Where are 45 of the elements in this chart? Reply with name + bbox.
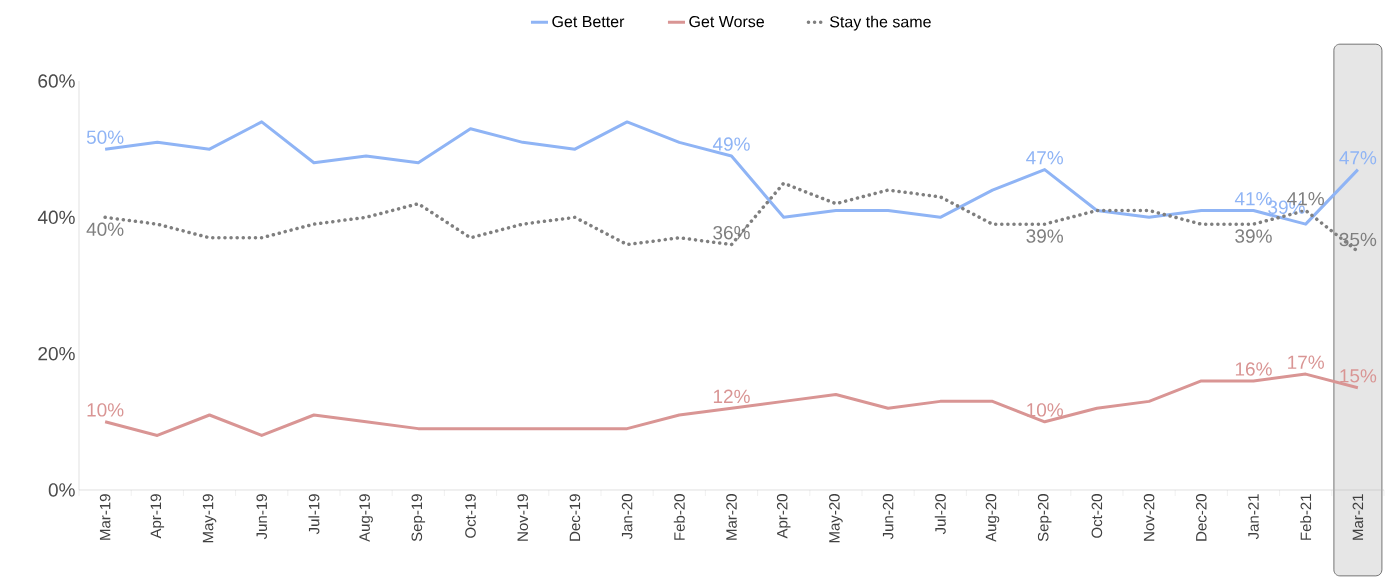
x-tick-label: Apr-20 bbox=[776, 494, 791, 539]
x-tick-label: Aug-19 bbox=[359, 494, 373, 542]
data-label: 50% bbox=[86, 130, 124, 144]
x-tick-label: Feb-20 bbox=[673, 494, 685, 540]
x-tick-label: Jun-19 bbox=[256, 494, 268, 540]
legend-label: Get Worse bbox=[689, 15, 764, 28]
x-tick-label: Mar-20 bbox=[726, 494, 737, 540]
data-label: 39% bbox=[1026, 229, 1064, 243]
x-tick-label: Apr-19 bbox=[150, 494, 165, 539]
data-label: 10% bbox=[87, 403, 124, 417]
data-label: 40% bbox=[86, 222, 124, 236]
x-tick-label: Nov-20 bbox=[1143, 494, 1155, 541]
legend-label: Stay the same bbox=[829, 15, 931, 31]
y-tick-label: 0% bbox=[48, 483, 75, 497]
data-label: 17% bbox=[1288, 355, 1325, 369]
x-tick-label: Jun-20 bbox=[882, 494, 894, 540]
y-tick-label: 20% bbox=[38, 346, 75, 361]
data-label: 36% bbox=[713, 225, 750, 240]
legend-label: Get Better bbox=[552, 15, 625, 28]
x-tick-label: Sep-19 bbox=[411, 494, 426, 542]
data-label: 15% bbox=[1340, 369, 1377, 383]
data-label: 47% bbox=[1339, 151, 1377, 165]
y-tick-label: 40% bbox=[37, 210, 75, 225]
x-tick-label: May-20 bbox=[829, 494, 843, 543]
x-tick-label: Jan-20 bbox=[621, 494, 633, 540]
x-tick-label: Sep-20 bbox=[1037, 494, 1052, 542]
x-tick-label: Oct-19 bbox=[465, 494, 476, 538]
data-label: 16% bbox=[1235, 362, 1272, 376]
x-tick-label: Mar-21 bbox=[1352, 494, 1364, 540]
data-label: 49% bbox=[712, 137, 750, 151]
data-label: 12% bbox=[713, 389, 750, 403]
x-tick-label: Mar-19 bbox=[99, 494, 111, 540]
data-label: 39% bbox=[1235, 229, 1272, 243]
data-label: 47% bbox=[1026, 151, 1064, 165]
x-tick-label: Jul-19 bbox=[308, 494, 320, 535]
x-tick-label: Nov-19 bbox=[517, 494, 528, 541]
x-tick-label: Dec-19 bbox=[569, 494, 581, 541]
x-tick-label: Jul-20 bbox=[934, 494, 946, 535]
x-tick-label: Feb-21 bbox=[1300, 494, 1312, 540]
x-tick-label: Oct-20 bbox=[1091, 494, 1103, 538]
x-tick-label: Aug-20 bbox=[985, 494, 1000, 542]
x-tick-label: Dec-20 bbox=[1195, 494, 1207, 541]
x-tick-label: May-19 bbox=[202, 494, 217, 543]
x-tick-label: Jan-21 bbox=[1248, 494, 1259, 540]
y-tick-label: 60% bbox=[38, 74, 75, 88]
